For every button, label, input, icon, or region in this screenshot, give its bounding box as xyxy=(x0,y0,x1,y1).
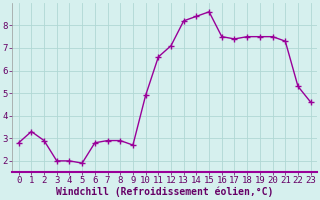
X-axis label: Windchill (Refroidissement éolien,°C): Windchill (Refroidissement éolien,°C) xyxy=(56,187,273,197)
